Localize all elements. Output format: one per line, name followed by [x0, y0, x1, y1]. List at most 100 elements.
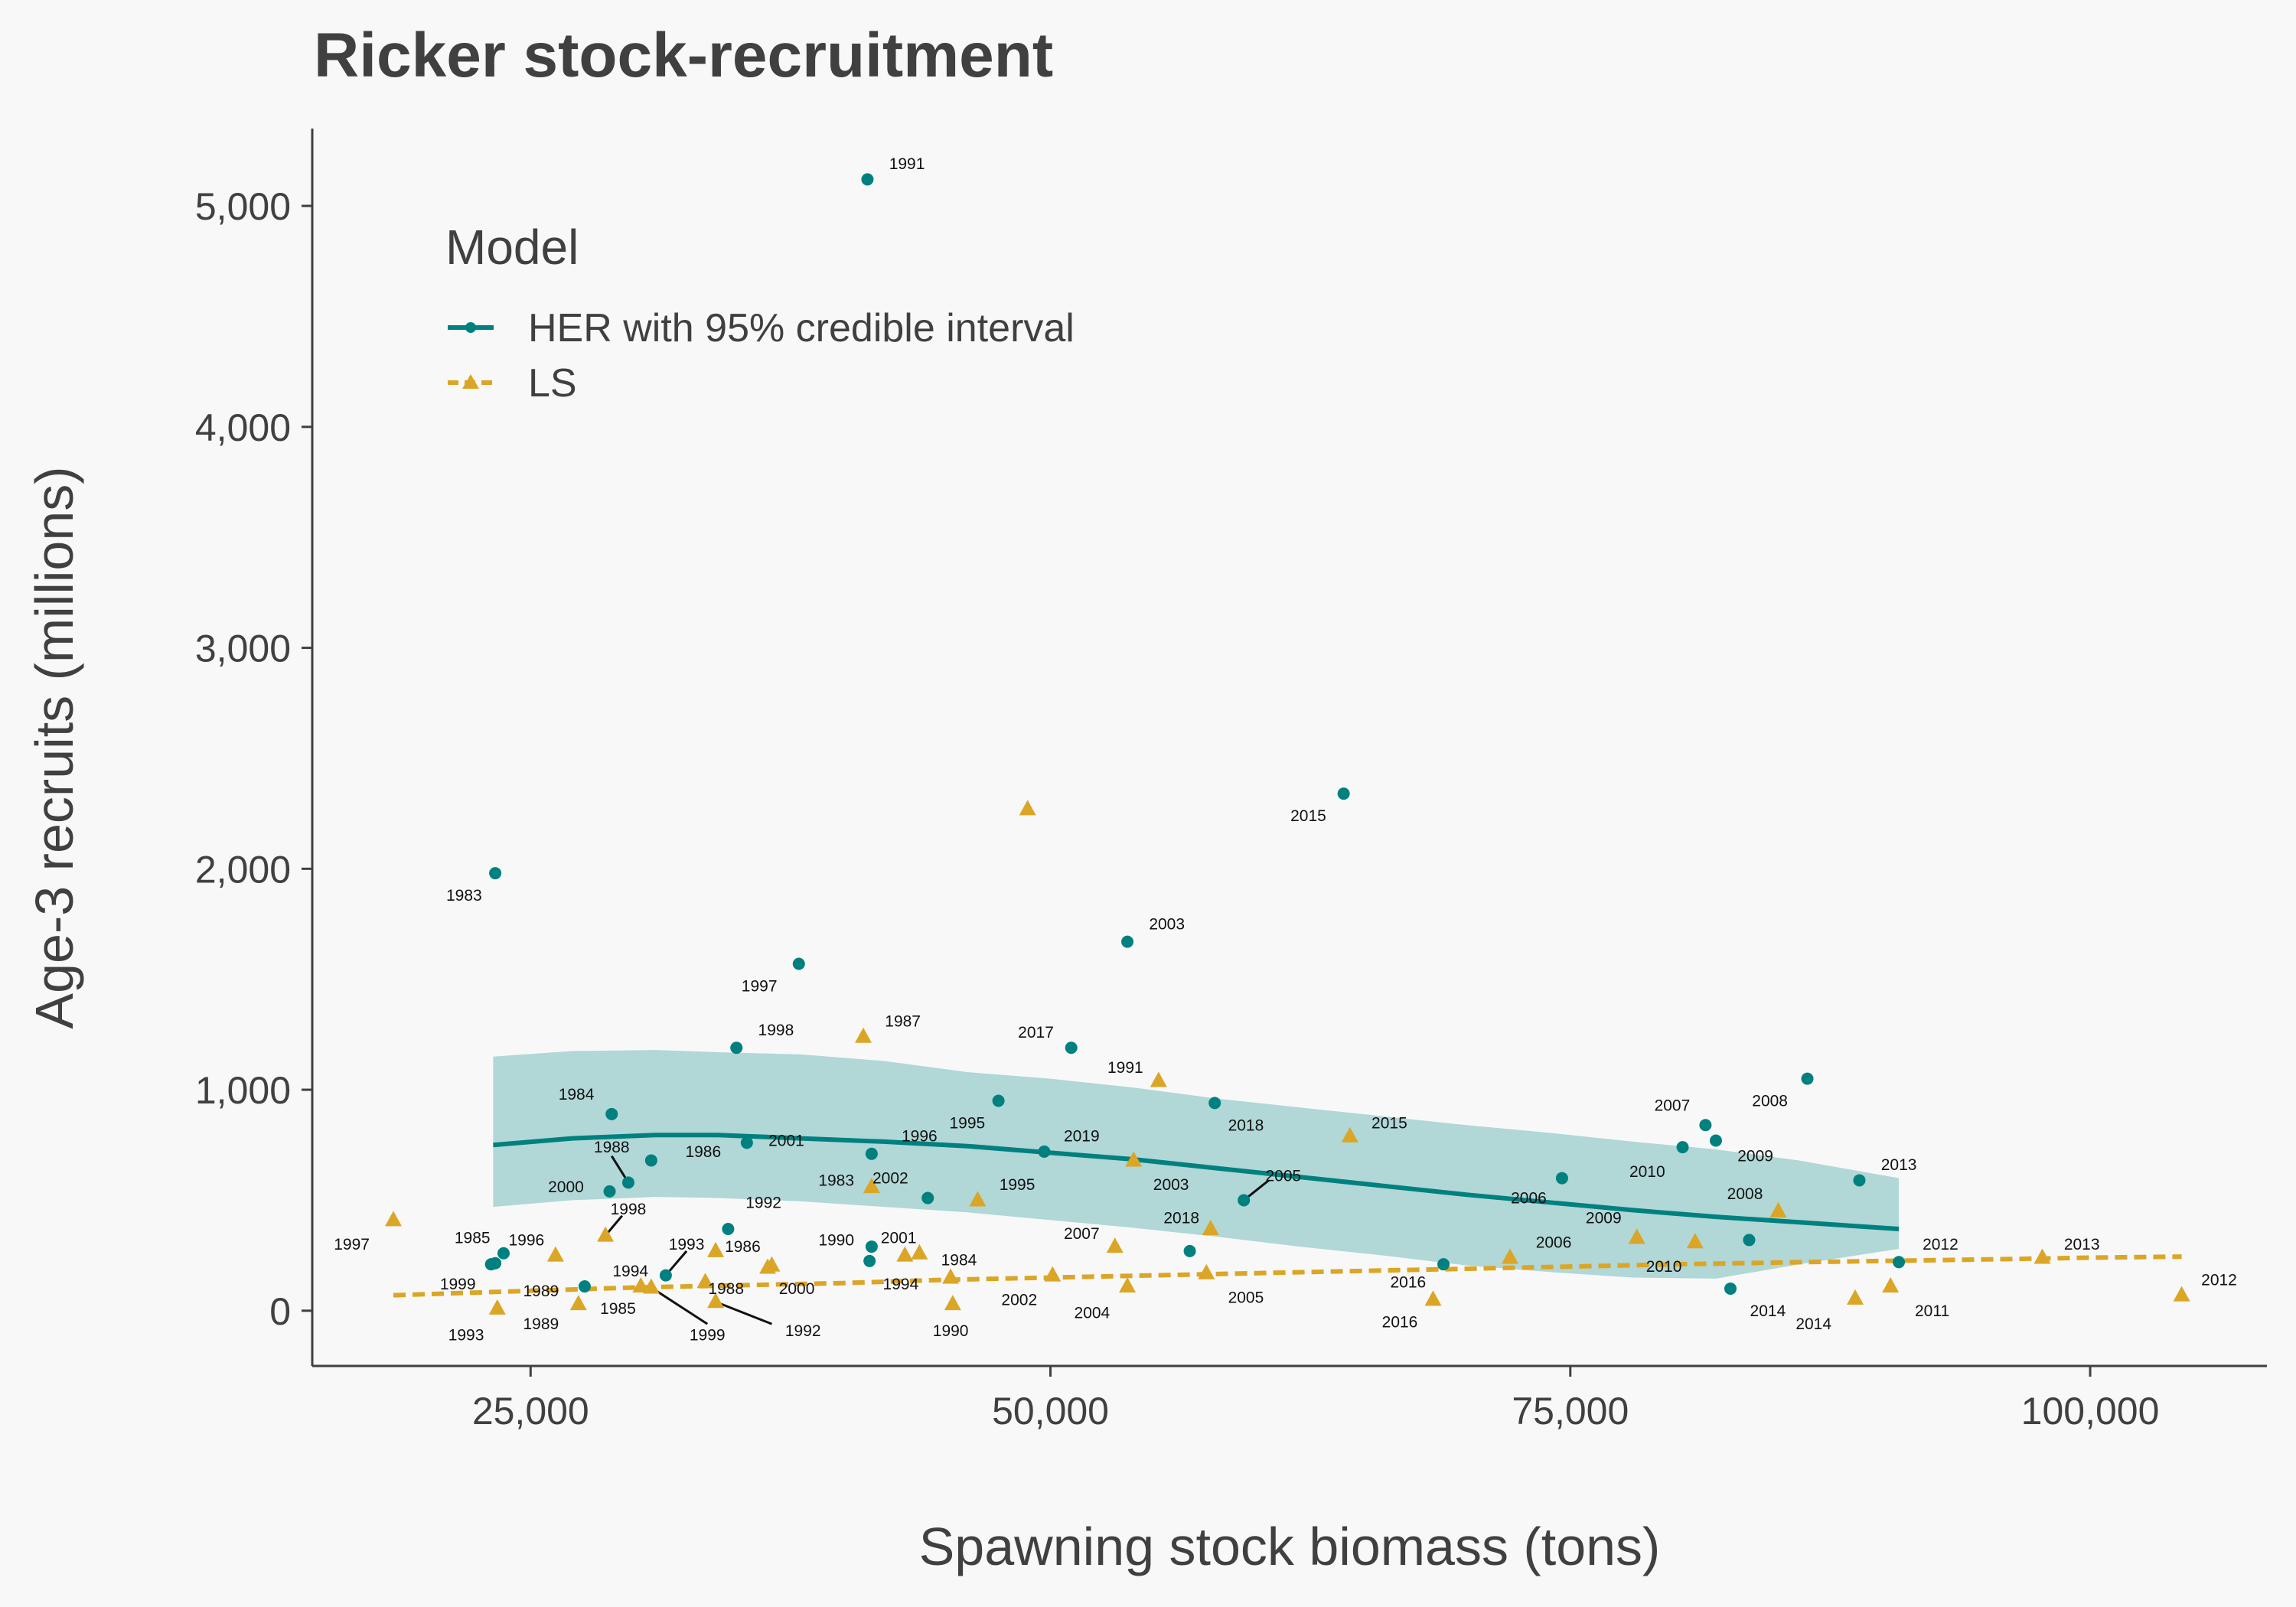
ls-point [1106, 1237, 1124, 1253]
ls-point [707, 1241, 725, 1257]
her-point-label: 2002 [872, 1170, 908, 1188]
her-point [722, 1222, 735, 1235]
her-point [1853, 1174, 1866, 1187]
her-point-label: 1991 [889, 155, 925, 173]
her-point [578, 1280, 591, 1293]
ls-point-label: 1995 [1000, 1176, 1035, 1194]
her-point [497, 1247, 510, 1260]
ls-point [911, 1244, 928, 1260]
ls-point [1882, 1277, 1900, 1293]
ls-point [2033, 1248, 2051, 1264]
ls-point-label: 2010 [1646, 1258, 1682, 1276]
her-point [1038, 1145, 1051, 1158]
her-point [865, 1240, 878, 1253]
ls-point-label: 2004 [1075, 1305, 1110, 1322]
point-labels: 1983 1984 1985 1986 1988 1989 1990 1991 1992 1993… [334, 155, 2237, 1344]
ls-point-label: 1994 [612, 1263, 648, 1280]
data-points [384, 173, 2190, 1315]
ls-point [707, 1292, 725, 1309]
her-point [1437, 1258, 1450, 1271]
ls-point [1847, 1289, 1864, 1305]
ls-point-label: 2008 [1727, 1185, 1763, 1203]
x-tick-label: 100,000 [2021, 1390, 2160, 1433]
her-point-label: 2017 [1018, 1024, 1054, 1041]
y-tick-label: 5,000 [195, 185, 291, 228]
her-point-label: 2008 [1752, 1093, 1788, 1110]
legend: Model HER with 95% credible interval LS [445, 220, 1075, 406]
her-point-label: 1995 [950, 1114, 986, 1132]
ls-point [597, 1226, 615, 1242]
her-point-label: 1989 [523, 1283, 559, 1300]
ls-point [1202, 1219, 1219, 1235]
her-point-label: 2016 [1391, 1273, 1427, 1291]
x-tick-label: 25,000 [472, 1390, 589, 1433]
y-tick-label: 4,000 [195, 406, 291, 449]
ls-point-label: 2007 [1064, 1225, 1100, 1243]
ls-point [2173, 1286, 2190, 1302]
ls-point-label: 2001 [881, 1230, 917, 1247]
ls-point [632, 1277, 650, 1293]
ls-point [1019, 800, 1036, 816]
ls-point-label: 2015 [1371, 1114, 1407, 1132]
her-point [1065, 1041, 1078, 1054]
ls-point [1769, 1201, 1787, 1217]
label-leader-line [651, 1286, 709, 1325]
legend-her-label: HER with 95% credible interval [528, 306, 1075, 350]
fit-curves-layer [393, 1133, 2182, 1298]
ls-point-label: 2005 [1228, 1289, 1264, 1306]
ls-point [384, 1211, 402, 1227]
ls-point [696, 1273, 714, 1289]
her-point-label: 2013 [1881, 1156, 1917, 1174]
her-point-label: 2000 [548, 1178, 584, 1196]
her-point [861, 173, 874, 186]
ls-point-label: 1990 [933, 1322, 969, 1340]
x-axis-title: Spawning stock biomass (tons) [919, 1517, 1661, 1576]
axes-layer [311, 129, 2267, 1367]
her-point [659, 1269, 672, 1282]
ls-point-label: 2014 [1795, 1315, 1831, 1333]
ls-point-label: 2013 [2064, 1236, 2100, 1253]
her-point [730, 1041, 743, 1054]
her-fit-line [493, 1133, 1900, 1231]
legend-ls-label: LS [528, 361, 577, 406]
her-point-label: 2009 [1737, 1148, 1773, 1165]
her-point [1699, 1119, 1712, 1132]
her-point-label: 1986 [685, 1143, 721, 1161]
ls-point-label: 1983 [818, 1172, 854, 1189]
her-point-label: 1983 [446, 887, 482, 905]
her-point [621, 1176, 634, 1189]
her-point-label: 1984 [559, 1086, 595, 1103]
her-point-label: 2014 [1750, 1302, 1786, 1320]
y-axis-title: Age-3 recruits (millions) [24, 466, 84, 1028]
her-point [489, 867, 502, 880]
her-point [1801, 1072, 1814, 1085]
her-point-label: 1998 [758, 1022, 794, 1039]
legend-item-her: HER with 95% credible interval [448, 306, 1075, 350]
ls-point [1502, 1248, 1519, 1264]
x-tick-label: 75,000 [1512, 1390, 1629, 1433]
her-point-label: 1996 [902, 1128, 938, 1146]
ls-point [944, 1295, 961, 1311]
ls-point [1119, 1277, 1137, 1293]
ls-point-label: 1999 [690, 1327, 726, 1345]
ls-point-label: 2016 [1382, 1313, 1418, 1331]
her-point-label: 2006 [1511, 1190, 1547, 1208]
ls-point-label: 1984 [941, 1251, 977, 1269]
ls-point [1044, 1266, 1062, 1282]
her-point [1121, 935, 1134, 948]
her-point [865, 1147, 878, 1160]
her-point-label: 2005 [1265, 1168, 1301, 1185]
ls-point-label: 2006 [1536, 1234, 1572, 1251]
ls-point [488, 1299, 506, 1315]
her-point-label: 2015 [1290, 807, 1326, 825]
ls-point [546, 1246, 564, 1262]
ls-point-label: 2012 [2201, 1271, 2237, 1289]
ls-point-label: 1998 [611, 1201, 647, 1218]
ls-point [863, 1178, 880, 1194]
her-point [603, 1185, 616, 1198]
x-tick-label: 50,000 [992, 1390, 1109, 1433]
ls-point-label: 2000 [779, 1280, 815, 1298]
ls-point [1198, 1263, 1215, 1279]
